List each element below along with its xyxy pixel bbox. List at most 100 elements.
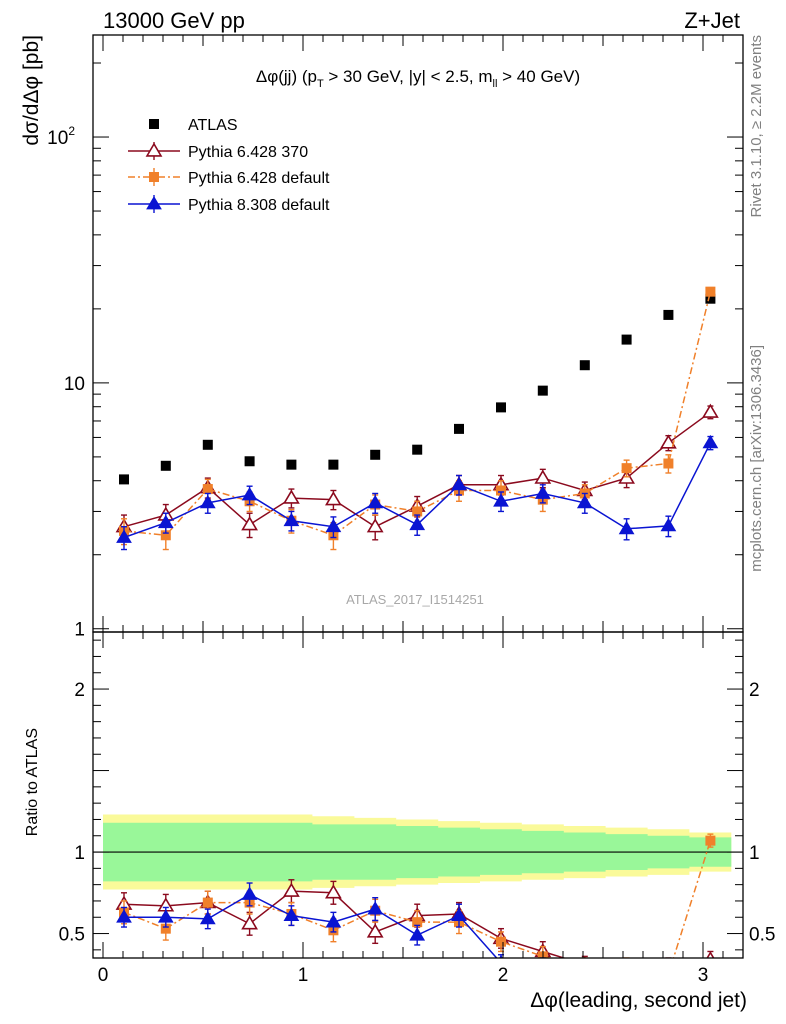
- main-title-part-b: > 30 GeV, |y| < 2.5, m: [324, 67, 493, 86]
- main-data-point: [160, 530, 171, 541]
- main-data-point: [202, 439, 213, 450]
- main-ytick-label-base: 10: [47, 128, 68, 149]
- main-data-point: [325, 518, 342, 533]
- ratio-series-1-line: [123, 840, 712, 958]
- ratio-ytick-label-right: 2: [749, 680, 760, 701]
- main-data-point: [663, 309, 674, 320]
- ratio-data-point: [325, 884, 342, 899]
- ratio-data-point: [578, 964, 592, 976]
- main-data-point: [412, 444, 423, 455]
- ratio-data-point: [199, 910, 216, 925]
- legend-label: Pythia 6.428 370: [188, 144, 308, 161]
- ratio-data-point: [409, 927, 426, 941]
- main-data-point: [705, 293, 716, 304]
- main-data-point: [705, 286, 716, 297]
- ratio-data-point: [241, 915, 258, 930]
- ratio-xtick-label: 3: [698, 965, 709, 986]
- ratio-data-point: [325, 914, 342, 928]
- rivet-label: Rivet 3.1.10, ≥ 2.2M events: [748, 35, 765, 218]
- ratio-data-point: [366, 923, 384, 938]
- ratio-ytick-label-right: 1: [749, 843, 760, 864]
- main-data-point: [366, 518, 384, 533]
- main-data-point: [534, 469, 552, 484]
- main-data-point: [328, 459, 339, 470]
- legend-marker: [146, 196, 162, 210]
- main-title: Δφ(jj) (pT > 30 GeV, |y| < 2.5, mll > 40…: [256, 67, 580, 90]
- ratio-data-point: [451, 907, 467, 922]
- main-data-point: [199, 494, 216, 509]
- ratio-data-point: [157, 909, 174, 923]
- main-ytick-label: 102: [47, 124, 75, 149]
- ratio-data-point: [705, 835, 716, 846]
- legend-label: Pythia 6.428 default: [188, 170, 330, 187]
- ratio-data-point: [620, 964, 634, 976]
- main-data-point: [241, 516, 258, 531]
- legend-marker: [149, 172, 159, 182]
- main-data-point: [660, 434, 677, 449]
- main-data-point: [451, 476, 467, 491]
- ratio-xtick-label: 0: [98, 965, 109, 986]
- main-data-point: [702, 403, 719, 418]
- main-data-point: [283, 512, 300, 527]
- main-title-part-c: > 40 GeV): [497, 67, 580, 86]
- ratio-xtick-label: 2: [498, 965, 509, 986]
- ratio-data-point: [283, 882, 300, 897]
- main-data-point: [367, 494, 384, 509]
- ratio-data-point: [202, 897, 213, 908]
- ratio-data-point: [583, 955, 587, 958]
- main-title-sub-b: ll: [493, 78, 498, 90]
- main-data-point: [579, 360, 590, 371]
- main-data-point: [244, 456, 255, 467]
- main-data-point: [325, 491, 342, 506]
- main-data-point: [116, 529, 132, 543]
- main-data-point: [537, 385, 548, 396]
- main-series-3: [116, 434, 719, 551]
- ratio-data-point: [116, 909, 132, 923]
- main-data-point: [621, 463, 632, 474]
- main-series-0: [119, 293, 716, 485]
- legend: ATLAS Pythia 6.428 370 Pythia 6.428 defaul…: [128, 117, 330, 214]
- analysis-watermark: ATLAS_2017_I1514251: [346, 592, 484, 607]
- main-title-part-a: Δφ(jj) (p: [256, 67, 317, 86]
- main-data-point: [660, 517, 677, 532]
- legend-marker: [145, 142, 163, 157]
- legend-entry: ATLAS: [149, 117, 238, 134]
- ratio-panel-frame: [92, 631, 744, 959]
- ratio-data-point: [160, 923, 171, 934]
- main-title-sub-a: T: [317, 78, 324, 90]
- main-data-point: [496, 402, 506, 413]
- main-data-point: [576, 494, 593, 509]
- header-right-label: Z+Jet: [684, 8, 740, 33]
- mcplots-label: mcplots.cern.ch [arXiv:1306.3436]: [748, 345, 765, 572]
- ratio-series-group: [115, 833, 716, 979]
- ratio-data-point: [622, 961, 632, 971]
- ratio-ytick-label: 2: [74, 680, 85, 701]
- legend-label: ATLAS: [188, 117, 238, 134]
- main-data-point: [283, 489, 300, 504]
- main-data-point: [286, 459, 297, 470]
- legend-entry: Pythia 6.428 370: [128, 142, 308, 161]
- ratio-data-point: [496, 936, 506, 947]
- ratio-ytick-label: 0.5: [59, 925, 85, 946]
- ratio-data-point: [283, 907, 300, 922]
- legend-label: Pythia 8.308 default: [188, 197, 330, 214]
- main-data-point: [370, 449, 381, 460]
- ratio-data-point: [668, 957, 669, 958]
- ratio-xlabel: Δφ(leading, second jet): [530, 989, 747, 1012]
- main-data-point: [119, 474, 129, 485]
- ratio-data-point: [241, 886, 258, 900]
- legend-marker: [149, 119, 159, 129]
- main-ytick-label: 1: [74, 620, 85, 641]
- main-data-point: [202, 484, 213, 495]
- ratio-data-point: [663, 969, 673, 979]
- main-ytick-label: 10: [64, 374, 85, 395]
- ratio-ytick-label-right: 0.5: [749, 925, 775, 946]
- main-data-point: [454, 423, 464, 434]
- ratio-series-2: [116, 882, 592, 976]
- ratio-data-point: [706, 951, 715, 958]
- main-data-point: [412, 506, 423, 517]
- ratio-xtick-label: 1: [298, 965, 309, 986]
- main-data-point: [534, 485, 551, 499]
- ratio-data-point: [367, 901, 384, 915]
